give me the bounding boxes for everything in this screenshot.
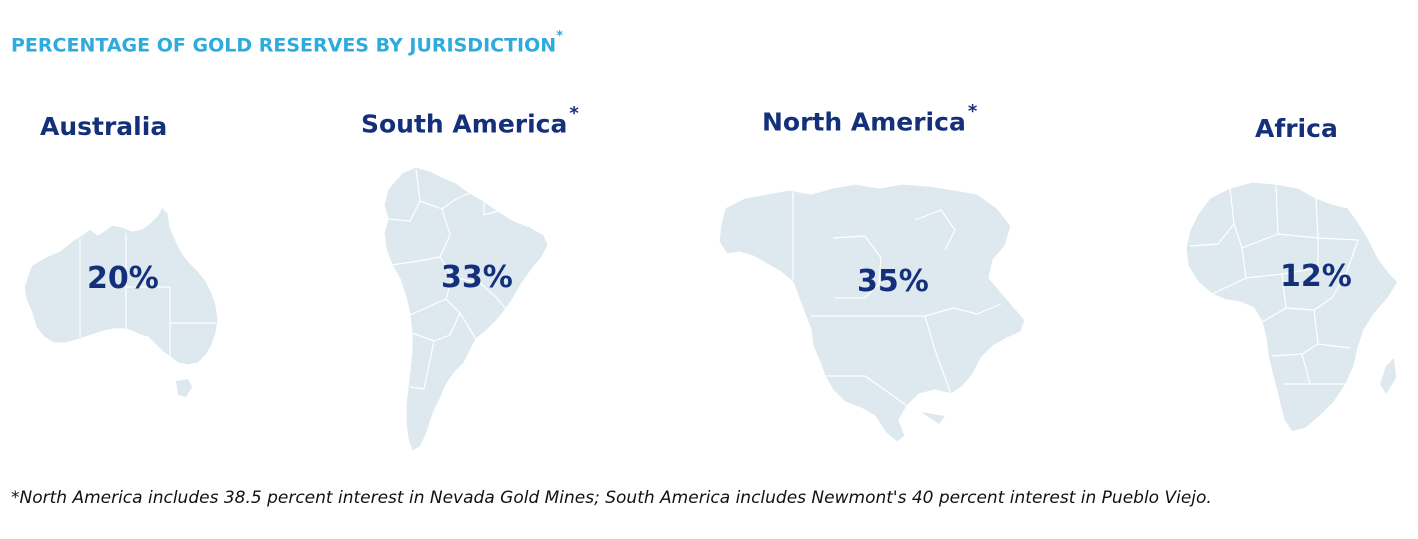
region-label-australia: Australia <box>40 112 167 141</box>
region-label-north-america-mark: * <box>967 101 978 122</box>
region-label-north-america: North America * <box>762 101 977 137</box>
footnote: *North America includes 38.5 percent int… <box>11 488 1212 508</box>
chart-title: PERCENTAGE OF GOLD RESERVES BY JURISDICT… <box>11 29 563 57</box>
region-value-north-america: 35% <box>857 264 929 299</box>
region-label-africa: Africa <box>1255 114 1338 143</box>
region-value-africa: 12% <box>1280 259 1352 294</box>
region-label-north-america-text: North America <box>762 107 966 137</box>
region-label-south-america-text: South America <box>361 109 568 139</box>
region-value-south-america: 33% <box>441 260 513 295</box>
region-label-south-america-mark: * <box>569 103 579 124</box>
region-label-australia-text: Australia <box>40 112 168 141</box>
region-label-africa-text: Africa <box>1255 114 1338 143</box>
north-america-map-icon <box>715 180 1035 445</box>
africa-map-icon <box>1182 178 1404 436</box>
region-label-south-america: South America * <box>361 103 579 139</box>
south-america-map-icon <box>380 165 555 455</box>
chart-title-text: PERCENTAGE OF GOLD RESERVES BY JURISDICT… <box>11 34 557 57</box>
australia-map-icon <box>20 205 225 405</box>
chart-title-mark: * <box>556 29 563 44</box>
region-value-australia: 20% <box>87 261 159 296</box>
